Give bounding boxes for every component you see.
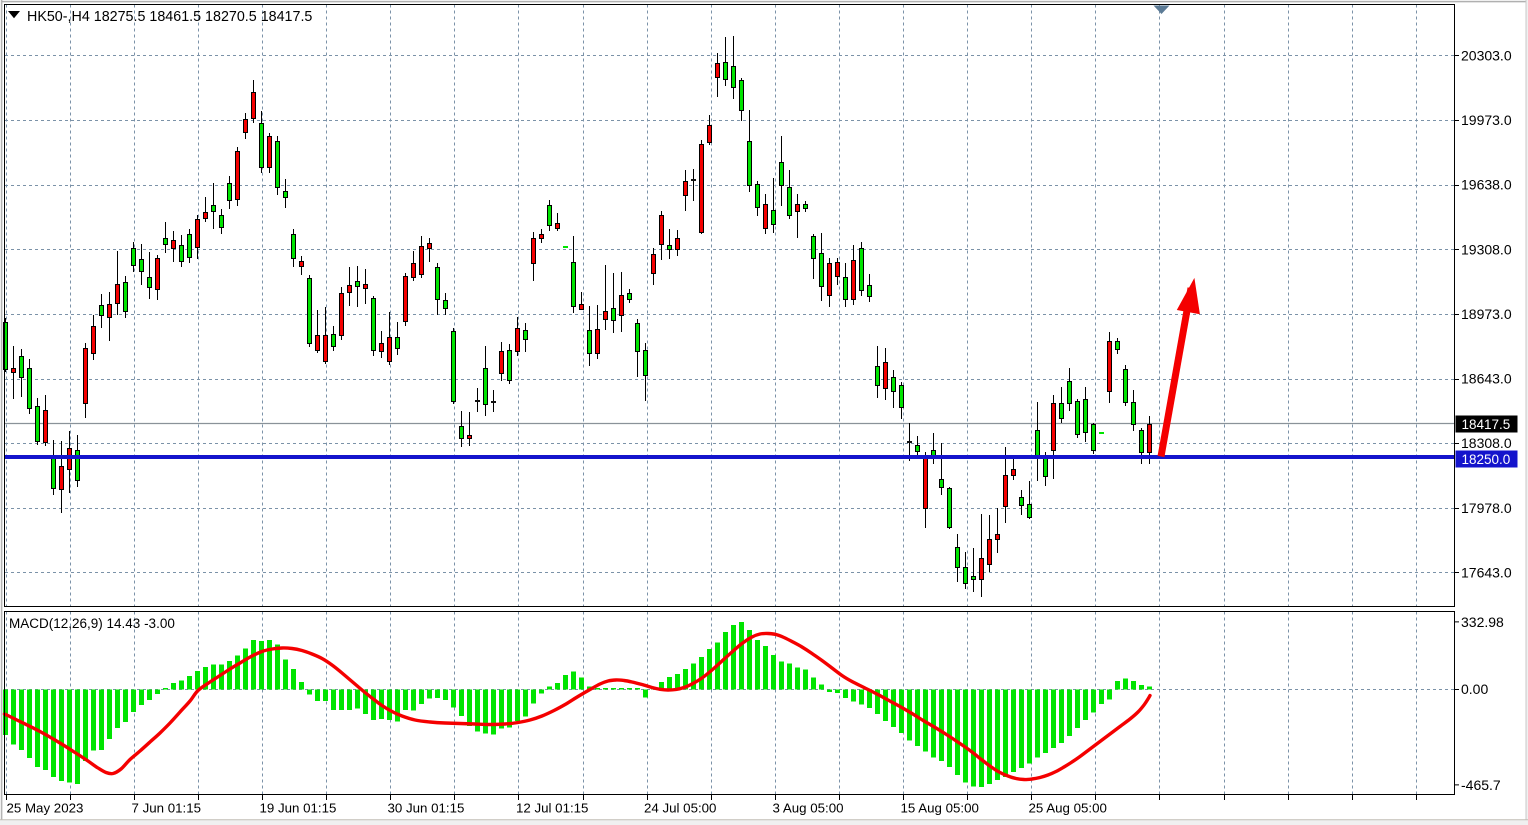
- svg-text:25 Aug 05:00: 25 Aug 05:00: [1029, 801, 1107, 816]
- svg-text:12 Jul 01:15: 12 Jul 01:15: [516, 801, 588, 816]
- svg-text:18643.0: 18643.0: [1461, 371, 1512, 387]
- svg-text:-465.7: -465.7: [1461, 777, 1501, 793]
- svg-text:17978.0: 17978.0: [1461, 500, 1512, 516]
- svg-text:18417.5: 18417.5: [1462, 417, 1511, 432]
- svg-text:25 May 2023: 25 May 2023: [7, 801, 84, 816]
- svg-text:19973.0: 19973.0: [1461, 112, 1512, 128]
- svg-text:20303.0: 20303.0: [1461, 47, 1512, 63]
- svg-text:17643.0: 17643.0: [1461, 565, 1512, 581]
- svg-text:30 Jun 01:15: 30 Jun 01:15: [388, 801, 465, 816]
- svg-text:19 Jun 01:15: 19 Jun 01:15: [260, 801, 337, 816]
- svg-text:HK50-,H4 18275.5 18461.5 1827: HK50-,H4 18275.5 18461.5 18270.5 18417.5: [27, 9, 312, 25]
- svg-text:24 Jul 05:00: 24 Jul 05:00: [644, 801, 716, 816]
- svg-text:7 Jun 01:15: 7 Jun 01:15: [132, 801, 202, 816]
- svg-text:3 Aug 05:00: 3 Aug 05:00: [773, 801, 844, 816]
- svg-text:332.98: 332.98: [1461, 614, 1504, 630]
- svg-text:19638.0: 19638.0: [1461, 177, 1512, 193]
- svg-text:0.00: 0.00: [1461, 681, 1488, 697]
- svg-text:19308.0: 19308.0: [1461, 241, 1512, 257]
- svg-text:MACD(12,26,9) 14.43 -3.00: MACD(12,26,9) 14.43 -3.00: [9, 616, 175, 631]
- svg-text:18973.0: 18973.0: [1461, 306, 1512, 322]
- svg-text:18308.0: 18308.0: [1461, 435, 1512, 451]
- svg-text:15 Aug 05:00: 15 Aug 05:00: [901, 801, 979, 816]
- svg-text:18250.0: 18250.0: [1462, 452, 1511, 467]
